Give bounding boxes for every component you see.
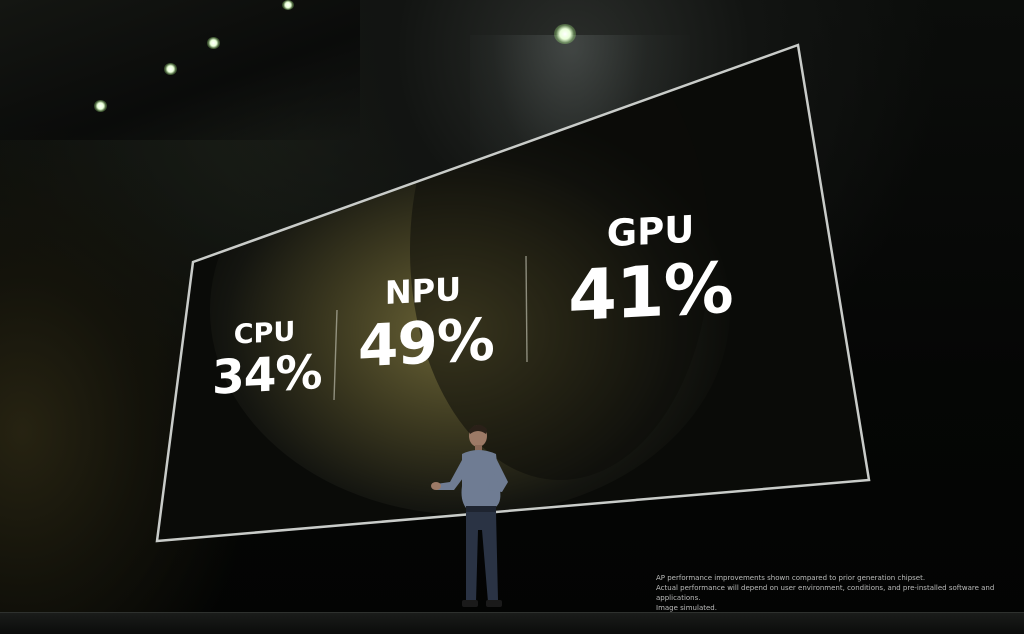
metric-value: 34%: [212, 345, 322, 406]
disclaimer-line: AP performance improvements shown compar…: [656, 574, 926, 582]
metric-npu: NPU 49%: [358, 269, 494, 381]
stage-light: [207, 37, 220, 49]
stage-light: [282, 0, 294, 10]
metric-value: 49%: [358, 305, 494, 381]
metric-value: 41%: [568, 246, 733, 338]
lighting-truss: [0, 0, 360, 140]
stage-floor: [0, 612, 1024, 634]
divider: [525, 255, 528, 363]
disclaimer-line: Image simulated.: [656, 604, 717, 612]
metric-cpu: CPU 34%: [212, 315, 322, 406]
presenter-figure: [431, 424, 508, 607]
screen-bezel: [155, 43, 871, 543]
divider: [333, 309, 338, 401]
disclaimer-text: AP performance improvements shown compar…: [656, 573, 1006, 613]
stage-light: [94, 100, 107, 112]
stage-light: [554, 24, 576, 44]
stage-light: [164, 63, 177, 75]
metric-gpu: GPU 41%: [568, 206, 733, 338]
disclaimer-line: Actual performance will depend on user e…: [656, 584, 995, 602]
